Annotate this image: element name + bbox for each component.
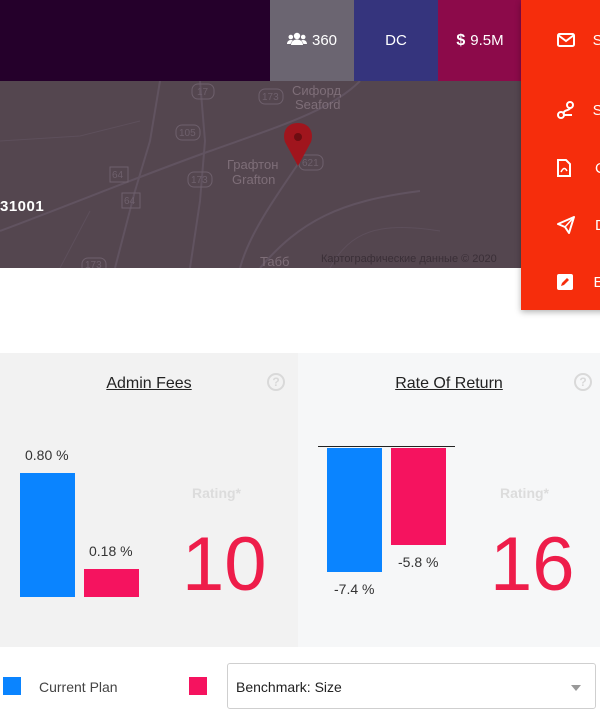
route-shield: 173 <box>262 92 279 103</box>
route-shield: 105 <box>179 128 196 139</box>
benchmark-bar <box>84 569 139 597</box>
map-marker-icon <box>284 123 312 166</box>
current-plan-swatch <box>3 677 21 695</box>
zero-axis-line <box>318 446 455 447</box>
menu-item-label: D <box>595 217 600 234</box>
rate-of-return-panel: Rate Of Return ? -7.4 % -5.8 % Rating* 1… <box>298 353 600 647</box>
rating-label: Rating* <box>192 485 241 501</box>
edit-icon <box>557 274 591 290</box>
bar-value-label: -5.8 % <box>398 554 439 570</box>
users-count: 360 <box>311 32 338 49</box>
panel-title[interactable]: Admin Fees <box>106 375 192 392</box>
bar-value-label: 0.80 % <box>25 447 69 463</box>
route-shield: 64 <box>124 196 136 207</box>
place-name: Графтон <box>227 157 279 172</box>
location-map[interactable]: 17 173 105 64 173 64 173 621 Сифорд Seaf… <box>0 81 600 268</box>
map-roads: 17 173 105 64 173 64 173 621 <box>0 81 441 268</box>
current-plan-bar <box>20 473 75 597</box>
route-shield: 173 <box>85 260 102 268</box>
bar-value-label: 0.18 % <box>89 543 133 559</box>
menu-item-route[interactable]: Se <box>521 90 600 130</box>
benchmark-select-value: Benchmark: Size <box>236 679 342 695</box>
benchmark-select[interactable]: Benchmark: Size <box>227 663 596 709</box>
rating-value: 16 <box>490 522 575 607</box>
route-shield: 17 <box>197 87 209 98</box>
zip-code-label: 31001 <box>0 198 45 215</box>
menu-item-label: Se <box>592 31 600 49</box>
menu-item-label: Ec <box>593 273 600 291</box>
paper-plane-icon <box>557 216 593 234</box>
route-icon <box>557 101 591 119</box>
benchmark-swatch <box>189 677 207 695</box>
bar-value-label: -7.4 % <box>334 581 375 597</box>
menu-item-edit[interactable]: Ec <box>521 262 600 302</box>
route-shield: 173 <box>191 175 208 186</box>
help-icon[interactable]: ? <box>574 373 592 391</box>
menu-item-create-pdf[interactable]: C <box>521 148 600 188</box>
admin-fees-panel: Admin Fees ? 0.80 % 0.18 % Rating* 10 <box>0 353 298 647</box>
assets-stat: $ 9.5M <box>438 0 522 81</box>
rating-value: 10 <box>182 522 267 607</box>
current-plan-legend-label: Current Plan <box>39 679 118 695</box>
assets-value: 9.5M <box>470 32 504 49</box>
dollar-icon: $ <box>456 31 466 49</box>
state-code: DC <box>385 32 407 49</box>
rating-label: Rating* <box>500 485 549 501</box>
place-name: Seaford <box>295 97 341 112</box>
chevron-down-icon <box>571 685 581 691</box>
menu-item-send-email[interactable]: Se <box>521 20 600 60</box>
menu-item-label: C <box>595 160 600 177</box>
current-plan-bar <box>327 448 382 572</box>
users-stat: 360 <box>270 0 354 81</box>
pdf-icon <box>557 159 593 177</box>
place-name: Grafton <box>232 172 276 187</box>
help-icon[interactable]: ? <box>267 373 285 391</box>
benchmark-bar <box>391 448 446 545</box>
route-shield: 621 <box>302 158 319 169</box>
actions-menu: Se Se C D Ec <box>521 0 600 310</box>
users-icon <box>286 32 307 50</box>
chart-legend: Current Plan Benchmark: Size <box>0 660 600 715</box>
menu-item-label: Se <box>592 101 600 119</box>
menu-item-deliver[interactable]: D <box>521 205 600 245</box>
state-stat: DC <box>354 0 438 81</box>
place-name: Сифорд <box>292 83 342 98</box>
route-shield: 64 <box>112 170 124 181</box>
map-attribution[interactable]: Картографические данные © 2020 <box>321 253 497 265</box>
panel-title[interactable]: Rate Of Return <box>395 375 503 392</box>
place-name: Табб <box>260 254 290 269</box>
envelope-icon <box>557 33 591 47</box>
